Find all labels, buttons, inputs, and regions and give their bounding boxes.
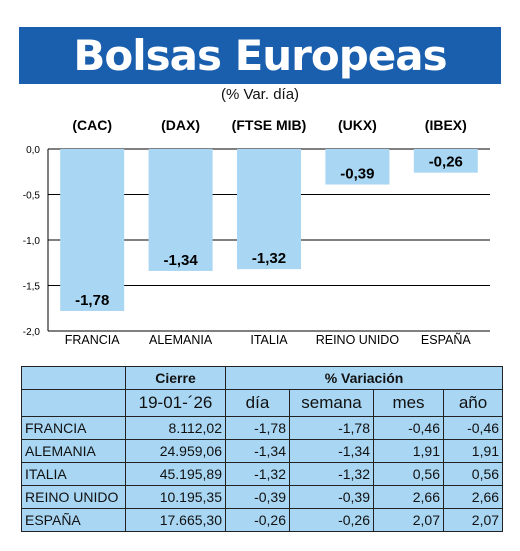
index-label: (CAC) bbox=[72, 117, 112, 133]
row-year: 1,91 bbox=[442, 439, 504, 463]
row-country: ALEMANIA bbox=[21, 439, 126, 463]
labels: 0,0 -0,5 -1,0 -1,5 -2,0 (CAC) -1,78 FRANCIA (DAX… bbox=[23, 117, 472, 347]
bar bbox=[60, 149, 125, 311]
row-country: ESPAÑA bbox=[21, 508, 126, 532]
header-dia: día bbox=[225, 389, 290, 417]
row-day: -1,78 bbox=[225, 416, 290, 440]
row-year: 2,07 bbox=[442, 508, 504, 532]
row-week: -1,34 bbox=[289, 439, 374, 463]
category-label: REINO UNIDO bbox=[316, 333, 400, 347]
row-close: 45.195,89 bbox=[125, 462, 226, 486]
row-country: FRANCIA bbox=[21, 416, 126, 440]
row-month: -0,46 bbox=[373, 416, 444, 440]
row-day: -0,39 bbox=[225, 485, 290, 509]
row-day: -0,26 bbox=[225, 508, 290, 532]
row-month: 2,66 bbox=[373, 485, 444, 509]
table-row: ITALIA 45.195,89 -1,32 -1,32 0,56 0,56 bbox=[21, 462, 504, 486]
index-label: (UKX) bbox=[338, 117, 377, 133]
row-day: -1,34 bbox=[225, 439, 290, 463]
row-year: 0,56 bbox=[442, 462, 504, 486]
index-label: (IBEX) bbox=[425, 117, 467, 133]
row-close: 10.195,35 bbox=[125, 485, 226, 509]
row-year: -0,46 bbox=[442, 416, 504, 440]
header-cierre: Cierre bbox=[125, 366, 226, 390]
table-row: REINO UNIDO 10.195,35 -0,39 -0,39 2,66 2… bbox=[21, 485, 504, 509]
page-title: Bolsas Europeas bbox=[73, 31, 447, 80]
row-year: 2,66 bbox=[442, 485, 504, 509]
bar bbox=[237, 149, 301, 270]
y-tick-label: -2,0 bbox=[23, 327, 41, 338]
table-corner bbox=[21, 366, 126, 390]
table-sub-header-row: 19-01-´26 día semana mes año bbox=[21, 389, 504, 417]
row-country: REINO UNIDO bbox=[21, 485, 126, 509]
y-tick-label: -0,5 bbox=[23, 191, 41, 202]
row-month: 2,07 bbox=[373, 508, 444, 532]
row-close: 24.959,06 bbox=[125, 439, 226, 463]
table-row: FRANCIA 8.112,02 -1,78 -1,78 -0,46 -0,46 bbox=[21, 416, 504, 440]
data-label: -0,39 bbox=[340, 165, 374, 182]
row-week: -1,32 bbox=[289, 462, 374, 486]
row-week: -0,39 bbox=[289, 485, 374, 509]
title-banner: Bolsas Europeas bbox=[19, 27, 501, 84]
data-label: -1,34 bbox=[163, 252, 198, 269]
row-close: 8.112,02 bbox=[125, 416, 226, 440]
bars bbox=[60, 149, 478, 311]
y-tick-label: 0,0 bbox=[26, 145, 40, 156]
chart-subtitle: (% Var. día) bbox=[220, 86, 300, 103]
row-country: ITALIA bbox=[21, 462, 126, 486]
header-variacion: % Variación bbox=[224, 366, 504, 390]
category-label: ALEMANIA bbox=[149, 333, 213, 347]
category-label: FRANCIA bbox=[65, 333, 121, 347]
bar-chart: 0,0 -0,5 -1,0 -1,5 -2,0 (CAC) -1,78 FRANCIA (DAX… bbox=[23, 117, 490, 347]
row-week: -1,78 bbox=[289, 416, 374, 440]
index-label: (FTSE MIB) bbox=[232, 117, 307, 133]
category-label: ESPAÑA bbox=[421, 333, 471, 347]
row-week: -0,26 bbox=[289, 508, 374, 532]
table-corner-2 bbox=[21, 389, 126, 417]
row-day: -1,32 bbox=[225, 462, 290, 486]
header-semana: semana bbox=[289, 389, 374, 417]
header-ano: año bbox=[442, 389, 504, 417]
data-label: -1,32 bbox=[252, 250, 286, 267]
y-tick-label: -1,5 bbox=[23, 282, 41, 293]
row-close: 17.665,30 bbox=[125, 508, 226, 532]
bar bbox=[413, 149, 478, 173]
table-group-header-row: Cierre % Variación bbox=[21, 366, 504, 390]
category-label: ITALIA bbox=[250, 333, 288, 347]
index-label: (DAX) bbox=[161, 117, 200, 133]
data-label: -1,78 bbox=[75, 292, 109, 309]
table-row: ALEMANIA 24.959,06 -1,34 -1,34 1,91 1,91 bbox=[21, 439, 504, 463]
bar bbox=[148, 149, 213, 271]
market-table: Cierre % Variación 19-01-´26 día semana … bbox=[21, 366, 504, 532]
header-fecha: 19-01-´26 bbox=[125, 389, 226, 417]
y-tick-label: -1,0 bbox=[23, 236, 41, 247]
bar bbox=[325, 149, 390, 185]
row-month: 0,56 bbox=[373, 462, 444, 486]
row-month: 1,91 bbox=[373, 439, 444, 463]
header-mes: mes bbox=[373, 389, 444, 417]
table-row: ESPAÑA 17.665,30 -0,26 -0,26 2,07 2,07 bbox=[21, 508, 504, 532]
data-label: -0,26 bbox=[429, 154, 463, 171]
